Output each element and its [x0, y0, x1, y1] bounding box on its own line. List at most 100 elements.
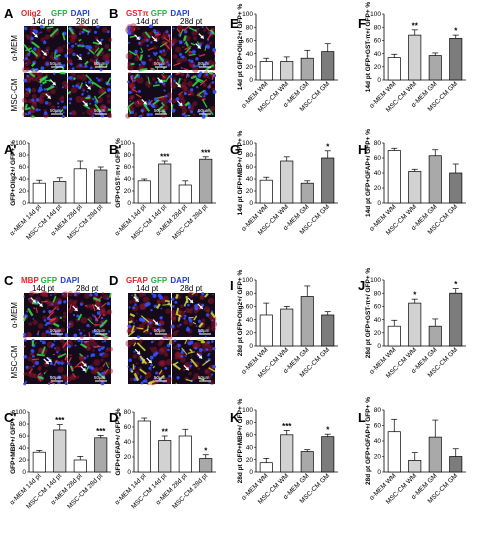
red-signal [201, 41, 204, 45]
red-signal [84, 25, 88, 29]
marker-signal [163, 36, 171, 43]
dapi-nucleus [67, 42, 70, 45]
dapi-nucleus [212, 90, 217, 94]
dapi-nucleus [91, 115, 94, 118]
red-signal [188, 366, 192, 370]
red-signal [159, 347, 164, 352]
dapi-nucleus [168, 374, 171, 378]
dapi-nucleus [152, 293, 157, 298]
marker-signal [133, 28, 136, 31]
red-signal [203, 306, 210, 313]
y-tick-label: 80 [246, 290, 254, 297]
dapi-nucleus [212, 48, 217, 52]
y-tick-label: 20 [19, 188, 27, 195]
gfp-signal [49, 28, 59, 38]
red-signal [50, 88, 56, 95]
gfp-signal [133, 372, 140, 382]
gfp-signal [105, 361, 110, 369]
dapi-nucleus [57, 375, 62, 380]
dapi-nucleus [126, 80, 130, 84]
dapi-nucleus [106, 348, 109, 350]
gfp-signal [141, 358, 146, 364]
dapi-nucleus [43, 40, 47, 45]
red-signal [24, 99, 28, 104]
dapi-nucleus [140, 375, 142, 378]
gfp-signal [190, 42, 196, 46]
gfp-signal [46, 26, 54, 29]
dapi-nucleus [132, 306, 136, 310]
gfp-signal [204, 46, 207, 51]
red-signal [28, 322, 33, 326]
dapi-nucleus [28, 298, 31, 300]
red-signal [207, 326, 211, 330]
dapi-nucleus [62, 105, 67, 110]
dapi-nucleus [141, 61, 144, 64]
dapi-nucleus [148, 24, 153, 29]
dapi-nucleus [60, 361, 64, 365]
dapi-nucleus [146, 112, 151, 117]
red-signal [181, 107, 188, 114]
dapi-nucleus [188, 59, 191, 61]
red-signal [25, 67, 31, 72]
dapi-nucleus [26, 74, 29, 78]
dapi-nucleus [183, 43, 186, 45]
arrow-head-icon [177, 83, 181, 88]
red-signal [207, 59, 213, 65]
red-signal [175, 351, 181, 358]
red-signal [45, 369, 48, 373]
y-tick-label: 60 [19, 164, 27, 171]
dapi-nucleus [204, 335, 207, 338]
red-signal [160, 346, 168, 353]
marker-signal [37, 372, 42, 376]
red-signal [206, 309, 210, 314]
red-signal [200, 294, 204, 299]
dapi-nucleus [84, 81, 87, 84]
red-signal [192, 377, 196, 381]
dapi-nucleus [184, 114, 188, 118]
red-signal [172, 54, 178, 60]
dapi-nucleus [199, 71, 203, 75]
red-signal [182, 368, 186, 372]
dapi-nucleus [34, 29, 39, 34]
red-signal [76, 74, 81, 80]
dapi-nucleus [53, 72, 56, 76]
dapi-nucleus [211, 310, 214, 313]
dapi-nucleus [195, 325, 198, 327]
dapi-nucleus [127, 365, 130, 368]
red-signal [127, 344, 131, 348]
gfp-signal [105, 77, 112, 86]
red-signal [154, 330, 158, 333]
gfp-signal [30, 49, 39, 58]
dapi-nucleus [57, 106, 60, 108]
red-signal [49, 54, 54, 59]
red-signal [165, 358, 173, 366]
y-axis-label: 28d pt GFP+GFAP+/ GFP+ % [365, 397, 372, 485]
dapi-nucleus [100, 381, 105, 386]
dapi-nucleus [101, 371, 105, 375]
red-signal [148, 371, 151, 374]
dapi-nucleus [91, 314, 94, 316]
dapi-nucleus [71, 67, 75, 71]
bar [321, 51, 335, 81]
dapi-nucleus [69, 76, 73, 80]
dapi-nucleus [43, 88, 47, 91]
bar [259, 179, 273, 204]
red-signal [99, 104, 106, 111]
red-signal [190, 91, 193, 95]
dapi-nucleus [205, 313, 210, 317]
red-signal [210, 106, 216, 111]
red-signal [33, 363, 36, 366]
bar [387, 57, 401, 81]
dapi-nucleus [171, 297, 175, 301]
bar [321, 436, 335, 473]
dapi-nucleus [69, 112, 72, 115]
red-signal [172, 331, 178, 336]
dapi-nucleus [96, 311, 101, 315]
stain-label: Olig2 [21, 9, 42, 18]
red-signal [101, 106, 104, 109]
stain-label: GSTπ [126, 9, 149, 18]
dapi-nucleus [185, 355, 187, 357]
